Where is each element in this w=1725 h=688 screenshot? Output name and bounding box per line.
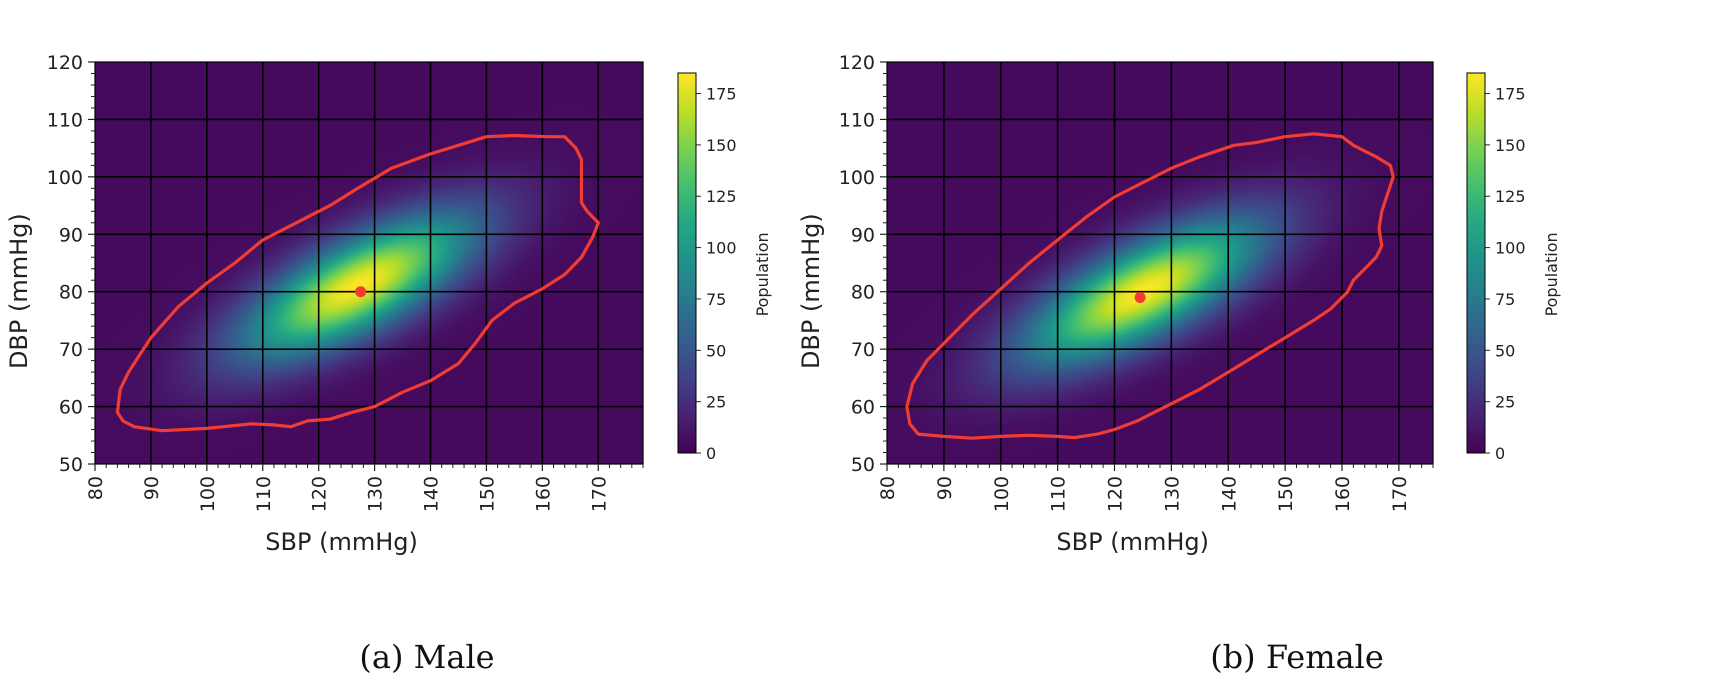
colorbar-tick-label: 150 — [1495, 136, 1526, 155]
mean-point-0 — [355, 286, 367, 298]
colorbar-label: Population — [753, 232, 772, 316]
y-tick-label: 80 — [59, 282, 83, 304]
x-tick-label: 160 — [1332, 476, 1354, 512]
y-axis-label: DBP (mmHg) — [5, 213, 33, 369]
colorbar-tick-label: 125 — [1495, 187, 1526, 206]
y-tick-label: 100 — [839, 167, 875, 189]
colorbar-tick-label: 0 — [1495, 444, 1505, 463]
y-tick-label: 110 — [47, 109, 83, 131]
colorbar-tick-label: 0 — [706, 444, 716, 463]
colorbar-tick-label: 50 — [1495, 341, 1515, 360]
y-axis-label: DBP (mmHg) — [797, 213, 825, 369]
colorbar-tick-label: 150 — [706, 136, 737, 155]
x-tick-label: 100 — [991, 476, 1013, 512]
caption-female: (b) Female — [1210, 638, 1384, 676]
y-tick-label: 50 — [59, 454, 83, 476]
chart-panel-1: 80 90 100 110 120 130 140 150 160 170 50 60 70 80 90 10… — [797, 52, 1561, 556]
colorbar-tick-label: 25 — [1495, 393, 1515, 412]
colorbar-label: Population — [1542, 232, 1561, 316]
x-tick-label: 140 — [421, 476, 443, 512]
colorbar-tick-label: 75 — [706, 290, 726, 309]
x-tick-label: 80 — [877, 476, 899, 500]
x-axis-label: SBP (mmHg) — [1056, 528, 1209, 556]
colorbar-tick-label: 75 — [1495, 290, 1515, 309]
caption-male: (a) Male — [359, 638, 495, 676]
colorbar-tick-label: 25 — [706, 393, 726, 412]
colorbar-tick-label: 175 — [706, 85, 737, 104]
x-tick-label: 90 — [141, 476, 163, 500]
y-tick-label: 110 — [839, 109, 875, 131]
y-tick-label: 80 — [851, 282, 875, 304]
x-tick-label: 110 — [253, 476, 275, 512]
y-tick-label: 70 — [851, 339, 875, 361]
x-tick-label: 150 — [476, 476, 498, 512]
y-tick-label: 90 — [59, 224, 83, 246]
heatmap-0 — [95, 62, 643, 464]
chart-panel-0: 80 90 100 110 120 130 140 150 160 170 50 60 70 80 90 10… — [5, 52, 772, 556]
y-tick-label: 100 — [47, 167, 83, 189]
x-tick-label: 130 — [1161, 476, 1183, 512]
y-tick-label: 120 — [47, 52, 83, 74]
x-tick-label: 110 — [1048, 476, 1070, 512]
contour-line-0 — [115, 133, 600, 433]
mean-point-1 — [1134, 291, 1146, 303]
x-tick-label: 170 — [1389, 476, 1411, 512]
colorbar-0 — [677, 72, 697, 454]
y-tick-label: 120 — [839, 52, 875, 74]
x-axis-label: SBP (mmHg) — [265, 528, 418, 556]
colorbar-tick-label: 50 — [706, 341, 726, 360]
y-tick-label: 90 — [851, 224, 875, 246]
contour-line-1 — [905, 132, 1395, 440]
y-tick-label: 60 — [851, 397, 875, 419]
plot-frame-0 — [94, 61, 644, 465]
colorbar-tick-label: 175 — [1495, 85, 1526, 104]
x-tick-label: 150 — [1275, 476, 1297, 512]
x-tick-label: 130 — [365, 476, 387, 512]
x-tick-label: 120 — [1105, 476, 1127, 512]
x-tick-label: 100 — [197, 476, 219, 512]
y-tick-label: 50 — [851, 454, 875, 476]
colorbar-tick-label: 125 — [706, 187, 737, 206]
x-tick-label: 120 — [309, 476, 331, 512]
x-tick-label: 160 — [532, 476, 554, 512]
x-tick-label: 170 — [588, 476, 610, 512]
y-tick-label: 60 — [59, 397, 83, 419]
colorbar-tick-label: 100 — [1495, 239, 1526, 258]
x-tick-label: 80 — [85, 476, 107, 500]
x-tick-label: 90 — [934, 476, 956, 500]
y-tick-label: 70 — [59, 339, 83, 361]
colorbar-tick-label: 100 — [706, 239, 737, 258]
x-tick-label: 140 — [1218, 476, 1240, 512]
colorbar-1 — [1466, 72, 1486, 454]
heatmap-1 — [887, 62, 1433, 464]
